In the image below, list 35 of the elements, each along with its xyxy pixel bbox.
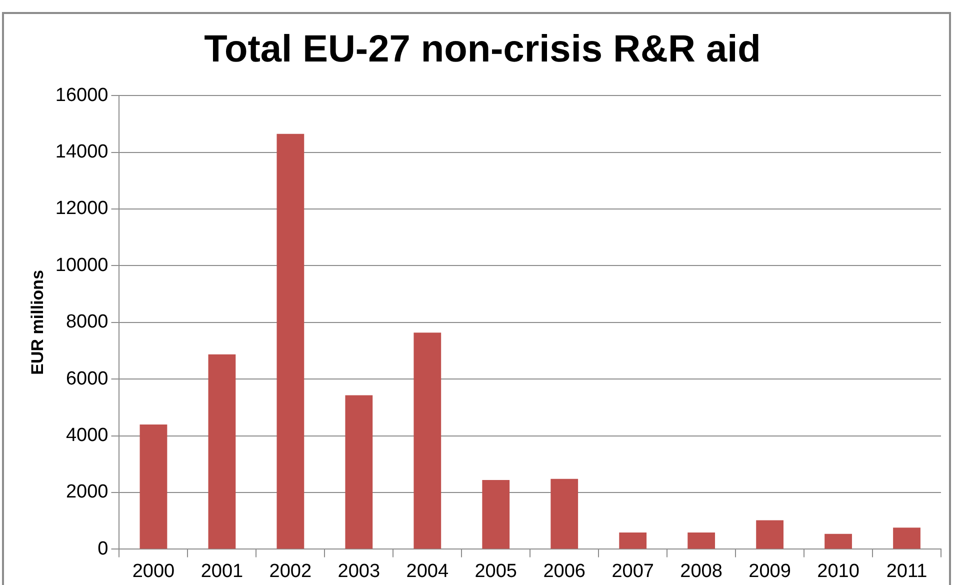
y-tick-label: 14000 — [55, 142, 108, 163]
bar — [688, 532, 716, 549]
y-tick-label: 10000 — [55, 254, 108, 276]
x-tick-label: 2001 — [200, 560, 244, 582]
bar — [140, 424, 168, 549]
y-tick-label: 4000 — [66, 425, 108, 446]
x-tick-label: 2000 — [132, 560, 175, 582]
y-tick-label: 8000 — [66, 312, 108, 333]
y-tick-label: 2000 — [66, 482, 108, 503]
x-tick-label: 2003 — [338, 560, 380, 582]
y-tick-label: 12000 — [55, 198, 108, 220]
x-tick-label: 2008 — [680, 560, 722, 582]
bar — [893, 528, 920, 549]
y-tick-label: 6000 — [66, 368, 108, 390]
x-tick-label: 2009 — [748, 560, 791, 582]
y-axis-title: EUR millions — [28, 270, 47, 375]
bar — [345, 395, 373, 549]
bar — [824, 534, 852, 549]
x-tick-label: 2004 — [406, 560, 449, 582]
bar — [276, 134, 304, 549]
bar — [414, 332, 442, 549]
chart-title: Total EU-27 non-crisis R&R aid — [204, 28, 761, 70]
x-tick-label: 2011 — [886, 560, 928, 582]
x-tick-label: 2005 — [474, 560, 518, 582]
bar — [550, 478, 578, 549]
x-tick-label: 2002 — [269, 560, 312, 582]
y-tick-label: 0 — [98, 538, 108, 560]
x-tick-label: 2006 — [543, 560, 586, 582]
bar — [208, 354, 236, 549]
bar — [619, 532, 647, 549]
bar — [482, 480, 510, 549]
bar — [756, 520, 784, 549]
x-tick-label: 2010 — [817, 560, 860, 582]
y-tick-label: 16000 — [55, 84, 108, 106]
x-tick-label: 2007 — [612, 560, 654, 582]
